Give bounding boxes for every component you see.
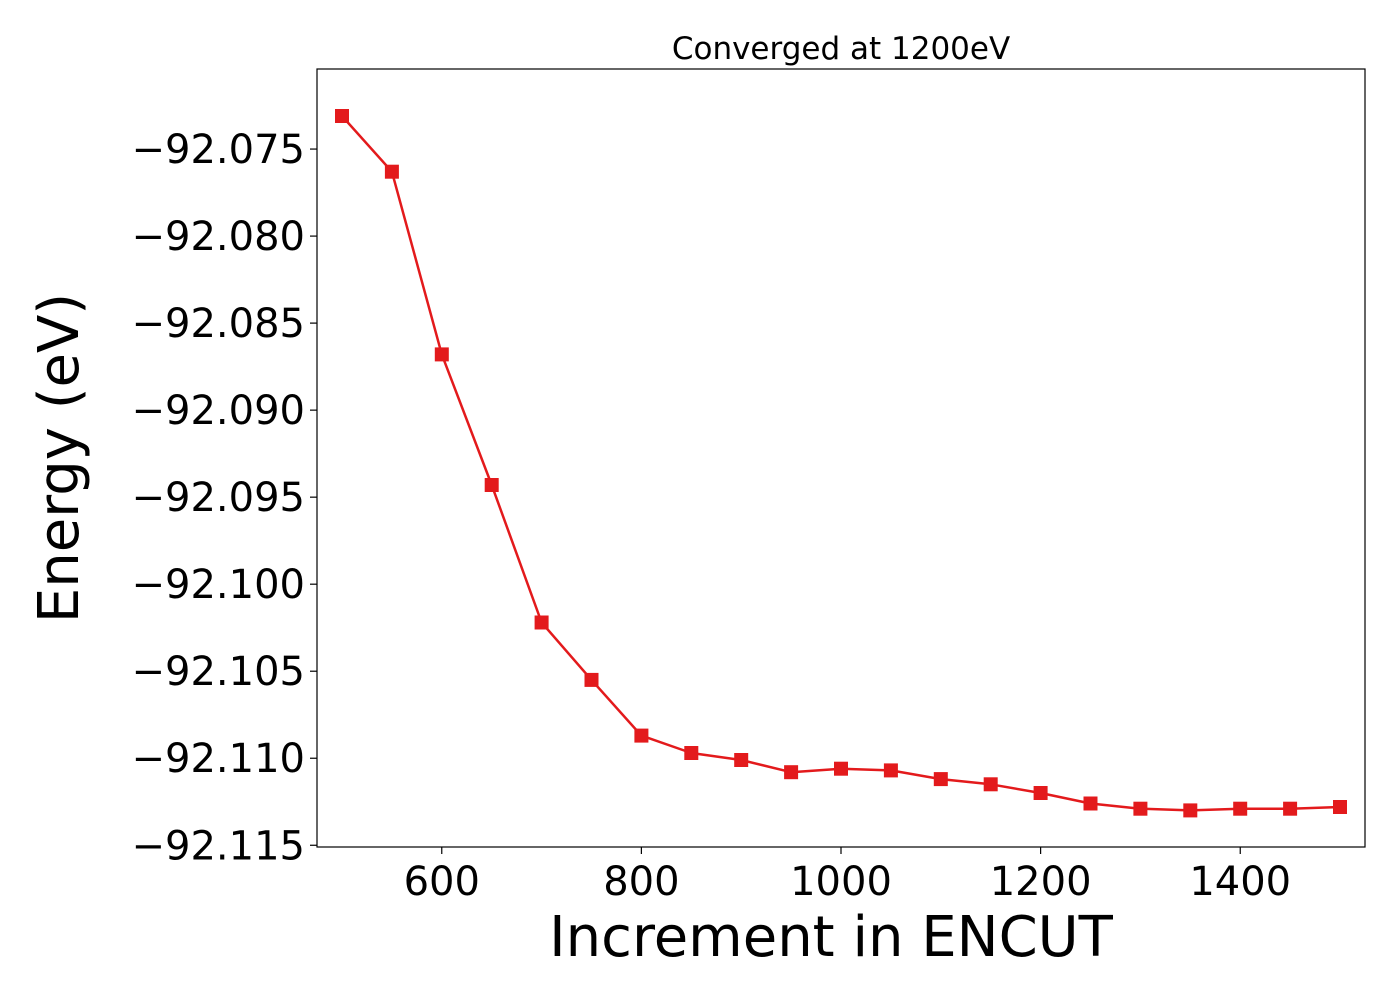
data-point-marker [384, 164, 399, 179]
x-tick-label: 1200 [990, 859, 1092, 905]
data-point-marker [1033, 786, 1048, 800]
y-tick-label: −92.110 [132, 736, 305, 782]
data-point-marker [335, 109, 349, 123]
x-tick-label: 600 [404, 859, 480, 905]
x-axis-label: Increment in ENCUT [549, 905, 1114, 970]
data-point-marker [1333, 800, 1347, 814]
y-tick-label: −92.080 [132, 214, 305, 260]
data-point-marker [634, 728, 649, 743]
data-point-marker [1083, 796, 1098, 811]
y-tick-label: −92.085 [132, 301, 305, 347]
data-point-marker [434, 347, 449, 362]
data-point-marker [1183, 803, 1198, 818]
data-point-marker [534, 615, 549, 630]
data-point-marker [983, 777, 998, 792]
y-axis-label: Energy (eV) [27, 293, 92, 623]
data-point-marker [584, 672, 599, 687]
data-point-marker [784, 765, 799, 780]
y-tick-label: −92.095 [132, 475, 305, 521]
y-tick-label: −92.105 [132, 649, 305, 695]
data-point-marker [1283, 801, 1298, 816]
y-tick-label: −92.115 [132, 823, 305, 869]
series-markers [335, 109, 1347, 818]
plot-frame [316, 68, 1366, 848]
y-axis-ticks: −92.075 −92.080 −92.085 −92.090 −92.095 −92.1… [132, 127, 317, 869]
data-point-marker [484, 478, 499, 492]
data-point-marker [933, 772, 948, 787]
y-tick-label: −92.090 [132, 388, 305, 434]
x-tick-label: 1000 [790, 859, 892, 905]
data-point-marker [1233, 801, 1248, 816]
x-tick-label: 1400 [1189, 859, 1291, 905]
data-point-marker [1133, 801, 1148, 816]
series-line [341, 115, 1341, 812]
chart-title: Converged at 1200eV [672, 31, 1010, 67]
y-tick-label: −92.075 [132, 127, 305, 173]
x-tick-label: 800 [603, 859, 679, 905]
y-tick-label: −92.100 [132, 562, 305, 608]
data-point-marker [734, 753, 749, 767]
data-point-marker [684, 746, 699, 760]
x-axis-ticks: 600 800 1000 1200 1400 [404, 847, 1291, 905]
data-point-marker [883, 763, 898, 778]
data-point-marker [834, 761, 848, 776]
